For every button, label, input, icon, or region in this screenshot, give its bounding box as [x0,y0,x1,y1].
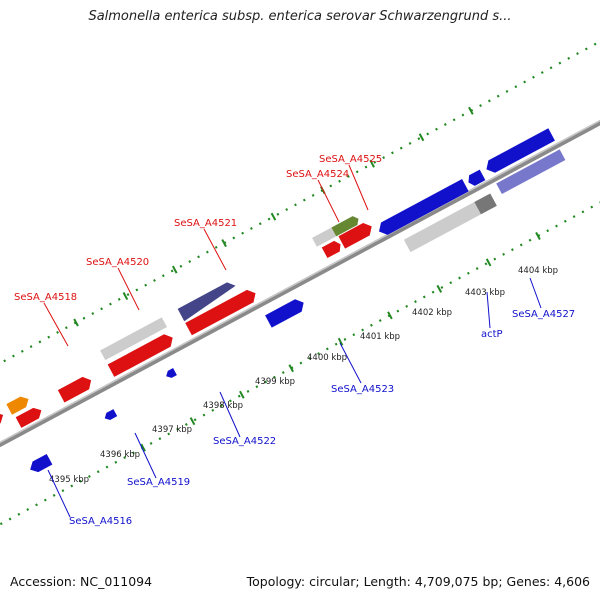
gene-forward[interactable] [100,317,168,361]
gene-forward[interactable] [0,410,6,432]
gene-forward[interactable] [185,287,259,336]
gene-reverse[interactable] [265,296,307,328]
scale-label: 4398 kbp [203,401,243,411]
scale-label: 4402 kbp [412,308,452,318]
gene-label[interactable]: SeSA_A4523 [331,384,394,395]
gene-label[interactable]: SeSA_A4524 [286,169,349,180]
gene-reverse[interactable] [27,453,53,475]
gene-reverse[interactable] [164,368,177,380]
gene-forward[interactable] [107,331,176,377]
genome-summary-text: Topology: circular; Length: 4,709,075 bp… [246,574,590,589]
gene-label[interactable]: SeSA_A4518 [14,292,77,303]
scale-labels: 4395 kbp 4396 kbp 4397 kbp 4398 kbp 4399… [49,266,558,485]
gene-reverse[interactable] [403,194,496,253]
scale-label: 4403 kbp [465,288,505,298]
gene-reverse[interactable] [496,149,566,195]
gene-label[interactable]: actP [481,329,503,340]
scale-label: 4395 kbp [49,475,89,485]
gene-forward[interactable] [321,239,344,259]
genome-backbone-highlight [0,86,600,485]
map-rotated-group [0,24,600,549]
scale-label: 4401 kbp [360,332,400,342]
gene-reverse[interactable] [466,169,486,188]
gene-label[interactable]: SeSA_A4521 [174,218,237,229]
gene-forward[interactable] [6,394,31,415]
map-title: Salmonella enterica subsp. enterica sero… [88,9,512,24]
gene-forward[interactable] [338,220,375,249]
scale-label: 4397 kbp [152,425,192,435]
reverse-genes [27,128,566,475]
gene-reverse[interactable] [474,193,497,215]
accession-text: Accession: NC_011094 [10,574,153,589]
gene-reverse[interactable] [103,409,118,422]
gene-label[interactable]: SeSA_A4516 [69,516,132,527]
forward-genes [0,214,375,432]
gene-forward[interactable] [57,374,95,403]
inner-tick-track [0,149,600,549]
scale-label: 4400 kbp [307,353,347,363]
scale-label: 4399 kbp [255,377,295,387]
gene-label[interactable]: SeSA_A4525 [319,154,382,165]
gene-forward[interactable] [331,214,360,237]
gene-labels: SeSA_A4518 SeSA_A4520 SeSA_A4521 SeSA_A4… [14,154,575,527]
gene-forward[interactable] [312,227,337,247]
scale-label: 4404 kbp [518,266,558,276]
gene-label[interactable]: SeSA_A4527 [512,309,575,320]
gene-reverse[interactable] [376,179,469,238]
gene-label[interactable]: SeSA_A4519 [127,477,190,488]
gene-reverse[interactable] [483,128,555,175]
gene-label[interactable]: SeSA_A4520 [86,257,149,268]
scale-label: 4396 kbp [100,450,140,460]
gene-label[interactable]: SeSA_A4522 [213,436,276,447]
gene-forward[interactable] [177,280,239,322]
gene-forward[interactable] [15,405,45,428]
leader-lines [43,164,542,518]
major-ticks [73,106,541,452]
genome-backbone [0,86,600,488]
